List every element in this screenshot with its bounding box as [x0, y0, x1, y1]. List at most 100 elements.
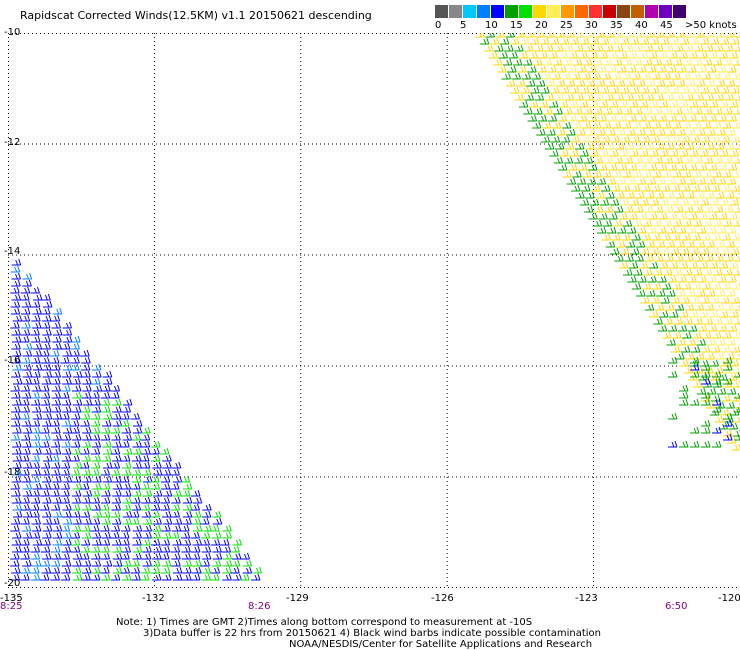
wind-barb: [120, 538, 130, 546]
wind-barb: [680, 345, 691, 353]
wind-barb: [111, 503, 121, 511]
wind-barb: [40, 503, 50, 511]
wind-barb: [161, 531, 172, 539]
wind-barb: [576, 128, 586, 136]
wind-barb: [682, 219, 693, 227]
wind-barb: [172, 573, 183, 581]
wind-barb: [61, 433, 72, 441]
wind-barb: [505, 79, 516, 87]
wind-barb: [100, 496, 111, 504]
wind-barb: [11, 328, 21, 336]
wind-barb: [22, 349, 33, 357]
wind-barb: [568, 51, 578, 59]
wind-barb: [722, 331, 732, 339]
wind-barb: [591, 72, 601, 80]
wind-barb: [566, 177, 577, 185]
wind-barb: [80, 510, 91, 518]
wind-barb: [691, 121, 702, 129]
wind-barb: [598, 51, 608, 59]
wind-barb: [42, 496, 52, 504]
wind-barb: [697, 226, 707, 234]
wind-barb: [191, 573, 201, 581]
wind-barb: [719, 149, 729, 157]
wind-barb: [22, 279, 32, 287]
wind-barb: [654, 303, 665, 311]
wind-barb: [604, 93, 615, 101]
wind-barb: [61, 545, 72, 553]
wind-barb: [701, 426, 711, 434]
wind-barb: [725, 191, 735, 199]
wind-barb: [30, 377, 40, 385]
wind-barb: [130, 412, 140, 420]
lat-label-12: -12: [4, 137, 21, 148]
wind-barb: [21, 419, 32, 427]
wind-barb: [50, 356, 60, 364]
wind-barb: [594, 93, 605, 101]
wind-barb: [171, 559, 181, 567]
wind-barb: [90, 468, 100, 476]
wind-barb: [60, 489, 70, 497]
wind-barb: [60, 391, 70, 399]
wind-barb: [152, 573, 162, 581]
wind-barb: [685, 352, 695, 360]
wind-barb: [31, 384, 42, 392]
wind-barb: [51, 405, 62, 413]
wind-barb: [647, 163, 658, 171]
wind-barb: [673, 156, 684, 164]
wind-barb: [41, 566, 52, 574]
wind-barb: [725, 33, 735, 38]
wind-barb: [701, 370, 711, 378]
wind-barb: [70, 363, 80, 371]
wind-barb: [567, 65, 577, 73]
wind-barb: [664, 303, 675, 311]
wind-barb: [613, 156, 624, 164]
wind-barb: [693, 156, 704, 164]
wind-barb: [485, 33, 495, 38]
wind-barb: [734, 255, 740, 262]
wind-barb: [628, 100, 639, 108]
wind-barb: [667, 324, 678, 332]
wind-barb: [704, 93, 715, 101]
wind-barb: [152, 552, 162, 560]
wind-barb: [723, 412, 733, 420]
wind-barb: [510, 86, 520, 94]
wind-barb: [524, 44, 534, 52]
wind-barb: [621, 233, 631, 241]
wind-barb: [90, 433, 101, 441]
wind-barb: [664, 254, 674, 262]
wind-barb: [662, 58, 673, 66]
wind-barb: [132, 538, 142, 546]
wind-barb: [593, 107, 603, 115]
wind-barb: [650, 135, 661, 143]
colorbar-label: >50 knots: [685, 20, 737, 31]
wind-barb: [42, 447, 52, 455]
wind-barb: [12, 447, 22, 455]
wind-barb: [110, 461, 121, 469]
wind-barb: [71, 496, 81, 504]
wind-barb: [644, 254, 654, 262]
wind-barb: [642, 170, 652, 178]
wind-barb: [32, 307, 42, 315]
wind-barb: [649, 149, 659, 157]
wind-barb: [42, 524, 53, 532]
wind-barb: [691, 233, 701, 241]
wind-barb: [653, 107, 663, 115]
wind-barb: [660, 184, 671, 192]
wind-barb: [640, 184, 651, 192]
wind-barb: [222, 552, 232, 560]
wind-barb: [649, 310, 659, 318]
wind-barb: [674, 303, 685, 311]
wind-barb: [545, 33, 555, 38]
wind-barb: [541, 72, 551, 80]
wind-barb: [52, 475, 62, 483]
wind-barb: [102, 412, 113, 420]
wind-barb: [701, 121, 712, 129]
wind-barb: [555, 79, 566, 87]
wind-barb: [81, 454, 91, 462]
wind-barb: [150, 447, 160, 455]
wind-barb: [62, 370, 72, 378]
wind-barb: [140, 461, 151, 469]
wind-barb: [712, 440, 722, 448]
wind-barb: [605, 191, 615, 199]
wind-barb: [639, 37, 650, 45]
